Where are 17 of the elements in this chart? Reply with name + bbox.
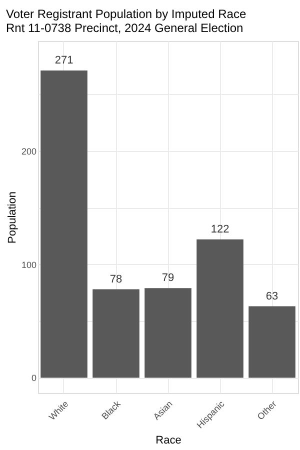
- y-tick-label: 200: [21, 146, 36, 156]
- y-axis-title: Population: [6, 192, 18, 244]
- data-label: 122: [210, 223, 230, 236]
- data-label: 79: [162, 272, 174, 284]
- text: Voter Registrant Population by Imputed Race: [6, 7, 246, 21]
- bar: [40, 70, 88, 378]
- y-tick-label: 100: [21, 260, 36, 270]
- bar: [92, 289, 140, 378]
- bar: [144, 288, 192, 378]
- data-label: 63: [266, 290, 278, 302]
- text: Rnt 11-0738 Precinct, 2024 General Election: [6, 21, 244, 35]
- bar: [248, 306, 296, 378]
- data-label: 271: [54, 54, 74, 66]
- y-tick-label: 0: [31, 373, 36, 384]
- bar: [196, 239, 244, 378]
- data-label: 78: [110, 273, 122, 286]
- x-axis-title: Race: [156, 434, 182, 446]
